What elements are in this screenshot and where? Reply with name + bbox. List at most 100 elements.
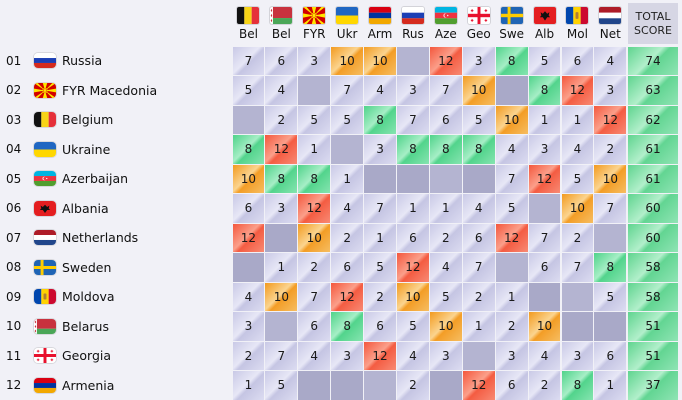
voter-header-ukraine[interactable]: Ukr bbox=[331, 0, 364, 44]
points-cell: 7 bbox=[331, 76, 364, 105]
row-country-armenia[interactable]: 12 Armenia bbox=[0, 371, 230, 400]
row-country-belgium[interactable]: 03 Belgium bbox=[0, 105, 230, 135]
points-cell bbox=[364, 164, 396, 193]
points-cell: 8 bbox=[265, 164, 298, 193]
voter-header-russia[interactable]: Rus bbox=[397, 0, 430, 44]
points-cell: 8 bbox=[429, 135, 462, 164]
ukraine-flag-icon bbox=[34, 141, 56, 157]
georgia-flag-icon bbox=[467, 7, 490, 24]
voter-code: Geo bbox=[466, 27, 491, 41]
row-country-belarus[interactable]: 10 Belarus bbox=[0, 312, 230, 342]
points-cell: 4 bbox=[298, 341, 331, 370]
belgium-flag-icon bbox=[34, 112, 56, 128]
sweden-flag-icon bbox=[34, 259, 56, 275]
points-cell: 8 bbox=[232, 135, 265, 164]
voter-code: Swe bbox=[499, 27, 525, 41]
points-cell: 4 bbox=[331, 194, 364, 223]
points-cell bbox=[331, 371, 364, 400]
row-country-albania[interactable]: 06 Albania bbox=[0, 194, 230, 224]
voter-header-georgia[interactable]: Geo bbox=[462, 0, 495, 44]
points-cell: 12 bbox=[331, 282, 364, 311]
points-cell: 2 bbox=[265, 105, 298, 134]
rank-number: 01 bbox=[6, 53, 22, 68]
total-score-cell: 60 bbox=[628, 223, 678, 252]
voter-header-sweden[interactable]: Swe bbox=[495, 0, 528, 44]
points-cell: 4 bbox=[528, 341, 561, 370]
points-cell: 1 bbox=[462, 312, 495, 341]
points-cell: 5 bbox=[528, 46, 561, 75]
points-cell: 8 bbox=[397, 135, 429, 164]
points-cell: 7 bbox=[298, 282, 331, 311]
row-country-sweden[interactable]: 08 Sweden bbox=[0, 253, 230, 283]
row-country-netherlands[interactable]: 07 Netherlands bbox=[0, 223, 230, 253]
points-cell: 7 bbox=[462, 253, 495, 282]
points-cell: 7 bbox=[528, 223, 561, 252]
macedonia-flag-icon bbox=[303, 7, 326, 24]
self-vote-cell bbox=[397, 46, 429, 75]
macedonia-flag-icon bbox=[34, 82, 56, 98]
points-cell: 6 bbox=[331, 253, 364, 282]
points-cell: 1 bbox=[364, 223, 396, 252]
points-cell: 12 bbox=[561, 76, 594, 105]
points-cell: 8 bbox=[331, 312, 364, 341]
points-cell: 4 bbox=[429, 253, 462, 282]
row-country-moldova[interactable]: 09 Moldova bbox=[0, 282, 230, 312]
points-cell: 3 bbox=[265, 194, 298, 223]
voter-header-belarus[interactable]: Bel bbox=[265, 0, 298, 44]
rank-number: 07 bbox=[6, 230, 22, 245]
points-cell: 12 bbox=[265, 135, 298, 164]
total-score-cell: 60 bbox=[628, 194, 678, 223]
country-name: Belgium bbox=[62, 112, 114, 128]
total-score-cell: 61 bbox=[628, 164, 678, 193]
points-cell: 5 bbox=[232, 76, 265, 105]
points-cell: 2 bbox=[429, 223, 462, 252]
country-name: Russia bbox=[62, 53, 103, 69]
voter-header-netherlands[interactable]: Net bbox=[594, 0, 627, 44]
country-name: FYR Macedonia bbox=[62, 82, 158, 98]
points-cell: 5 bbox=[331, 105, 364, 134]
points-cell bbox=[429, 371, 462, 400]
voter-code: Rus bbox=[402, 27, 424, 41]
row-country-macedonia[interactable]: 02 FYR Macedonia bbox=[0, 76, 230, 106]
voter-header-armenia[interactable]: Arm bbox=[364, 0, 397, 44]
points-cell bbox=[298, 371, 331, 400]
points-cell: 4 bbox=[561, 135, 594, 164]
points-cell: 6 bbox=[594, 341, 627, 370]
points-cell: 5 bbox=[429, 282, 462, 311]
voter-header-albania[interactable]: Alb bbox=[528, 0, 561, 44]
points-cell: 4 bbox=[232, 282, 265, 311]
rank-number: 06 bbox=[6, 201, 22, 216]
row-country-ukraine[interactable]: 04 Ukraine bbox=[0, 135, 230, 165]
rank-number: 09 bbox=[6, 289, 22, 304]
country-name: Moldova bbox=[62, 289, 115, 305]
points-cell: 6 bbox=[528, 253, 561, 282]
georgia-flag-icon bbox=[34, 348, 56, 364]
points-cell: 4 bbox=[495, 135, 528, 164]
total-score-header: TOTAL SCORE bbox=[628, 3, 678, 44]
total-score-cell: 58 bbox=[628, 282, 678, 311]
voter-header-moldova[interactable]: Mol bbox=[561, 0, 594, 44]
points-cell: 10 bbox=[594, 164, 627, 193]
voter-header-azerbaijan[interactable]: Aze bbox=[429, 0, 462, 44]
row-country-georgia[interactable]: 11 Georgia bbox=[0, 341, 230, 371]
self-vote-cell bbox=[429, 164, 462, 193]
rank-number: 02 bbox=[6, 83, 22, 98]
rank-number: 11 bbox=[6, 348, 22, 363]
points-cell: 2 bbox=[462, 282, 495, 311]
points-cell: 7 bbox=[232, 46, 265, 75]
points-cell: 12 bbox=[528, 164, 561, 193]
points-cell: 12 bbox=[232, 223, 265, 252]
row-country-azerbaijan[interactable]: 05 Azerbaijan bbox=[0, 164, 230, 194]
rank-number: 03 bbox=[6, 112, 22, 127]
points-cell: 7 bbox=[594, 194, 627, 223]
voter-header-macedonia[interactable]: FYR bbox=[298, 0, 331, 44]
total-score-cell: 58 bbox=[628, 253, 678, 282]
points-cell: 10 bbox=[331, 46, 364, 75]
row-country-russia[interactable]: 01 Russia bbox=[0, 46, 230, 76]
points-cell: 4 bbox=[265, 76, 298, 105]
voter-header-belgium[interactable]: Bel bbox=[232, 0, 265, 44]
points-cell: 12 bbox=[495, 223, 528, 252]
points-cell: 2 bbox=[495, 312, 528, 341]
points-cell: 6 bbox=[429, 105, 462, 134]
points-cell: 12 bbox=[429, 46, 462, 75]
